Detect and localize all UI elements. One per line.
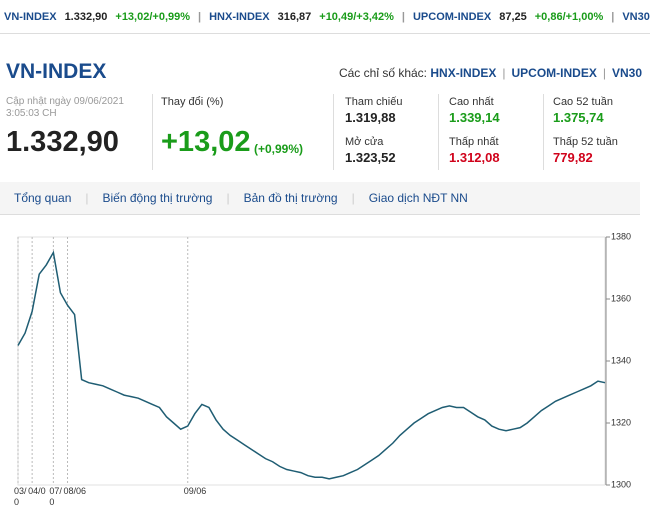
ticker-name: HNX-INDEX: [209, 11, 270, 23]
tab[interactable]: Bản đồ thị trường: [243, 191, 338, 205]
ticker-price: 316,87: [277, 11, 312, 23]
stat-label: Cao 52 tuần: [553, 96, 613, 108]
stat-value: 1.319,88: [345, 110, 396, 125]
other-label: Các chỉ số khác:: [338, 66, 428, 80]
separator: |: [611, 11, 615, 23]
index-link[interactable]: VN30: [611, 66, 642, 80]
separator: |: [85, 191, 89, 205]
separator: |: [351, 191, 355, 205]
chart-container: 1300 1320 1340 1360 1380 03/0 04/0 07/0 08/06 09…: [0, 228, 650, 518]
stat-value: 779,82: [553, 150, 593, 165]
ticker-item[interactable]: VN301.: [622, 0, 650, 33]
plot-frame: [17, 236, 606, 486]
ticker-bar: VN-INDEX 1.332,90 +13,02/+0,99% | HNX-INDEX 3…: [0, 0, 650, 34]
stat: Cao 52 tuần 1.375,74: [553, 96, 613, 125]
index-line: [17, 250, 606, 480]
ticker-price: 1.332,90: [64, 11, 108, 23]
x-tick-label: 04/0: [28, 486, 46, 496]
stat: Tham chiếu 1.319,88: [345, 96, 402, 125]
x-tick-label: 09/06: [183, 486, 207, 496]
separator: |: [602, 66, 606, 80]
change-percent: (+0,99%): [254, 142, 304, 156]
index-price: 1.332,90: [6, 126, 119, 158]
ticker-change: +10,49/+3,42%: [319, 11, 394, 23]
change-value: +13,02: [161, 126, 251, 158]
y-tick-label: 1380: [611, 231, 631, 241]
tab-bar: Tổng quan | Biến động thị trường | Bản đồ th…: [0, 182, 640, 215]
separator: |: [198, 11, 202, 23]
index-link[interactable]: UPCOM-INDEX: [511, 66, 597, 80]
tab[interactable]: Giao dịch NĐT NN: [368, 191, 468, 205]
y-tick-label: 1360: [611, 293, 631, 303]
stat-label: Cao nhất: [449, 96, 494, 108]
separator: |: [502, 66, 506, 80]
y-tick-label: 1300: [611, 479, 631, 488]
chart: 1300 1320 1340 1360 1380: [17, 231, 631, 488]
divider: [543, 94, 544, 170]
ticker-change: +13,02/+0,99%: [115, 11, 191, 23]
x-tick-label: 07/0: [49, 486, 62, 507]
update-time: 3:05:03 CH: [6, 108, 57, 119]
stat: Mở cửa 1.323,52: [345, 136, 396, 165]
change-label: Thay đổi (%): [161, 96, 224, 108]
other-indices: Các chỉ số khác: HNX-INDEX | UPCOM-INDEX | V…: [339, 66, 642, 80]
divider: [152, 94, 153, 170]
stat-value: 1.339,14: [449, 110, 500, 125]
stat-value: 1.375,74: [553, 110, 604, 125]
tab[interactable]: Biến động thị trường: [102, 191, 213, 205]
stat: Thấp 52 tuần 779,82: [553, 136, 618, 165]
update-date: Cập nhật ngày 09/06/2021: [6, 96, 124, 107]
ticker-name: UPCOM-INDEX: [412, 11, 492, 23]
stat-label: Tham chiếu: [345, 96, 403, 108]
index-link[interactable]: HNX-INDEX: [430, 66, 497, 80]
divider: [333, 94, 334, 170]
stat-label: Thấp nhất: [449, 136, 499, 148]
tab[interactable]: Tổng quan: [14, 191, 72, 205]
ticker-price: 87,25: [499, 11, 527, 23]
ticker-change: +0,86/+1,00%: [534, 11, 604, 23]
x-tick-label: 08/06: [63, 486, 87, 496]
y-tick-label: 1320: [611, 417, 631, 427]
stat-label: Thấp 52 tuần: [553, 136, 618, 148]
ticker-name: VN-INDEX: [4, 11, 57, 23]
ticker-name: VN30: [622, 11, 650, 23]
y-tick-label: 1340: [611, 355, 631, 365]
index-title: VN-INDEX: [6, 60, 107, 83]
separator: |: [401, 11, 405, 23]
ticker-item[interactable]: VN-INDEX 1.332,90 +13,02/+0,99%: [4, 0, 191, 33]
ticker-item[interactable]: UPCOM-INDEX 87,25 +0,86/+1,00%: [412, 0, 604, 33]
divider: [438, 94, 439, 170]
ticker-item[interactable]: HNX-INDEX 316,87 +10,49/+3,42%: [209, 0, 394, 33]
stat-value: 1.323,52: [345, 150, 396, 165]
stat: Cao nhất 1.339,14: [449, 96, 500, 125]
x-tick-label: 03/0: [14, 486, 27, 507]
stat-label: Mở cửa: [345, 136, 384, 148]
stat: Thấp nhất 1.312,08: [449, 136, 500, 165]
separator: |: [226, 191, 230, 205]
stat-value: 1.312,08: [449, 150, 500, 165]
